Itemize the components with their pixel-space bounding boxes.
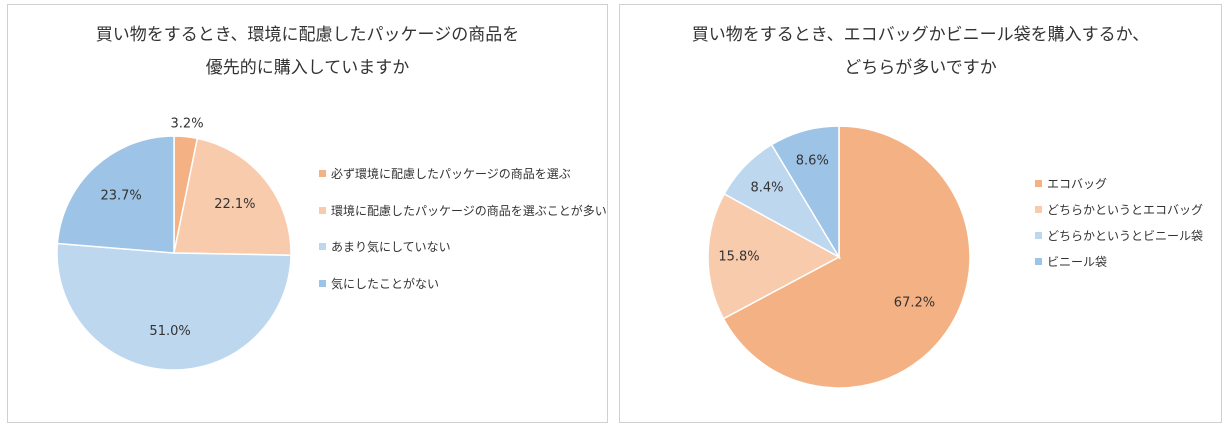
legend-swatch [1035,206,1042,213]
data-label-3: 8.6% [796,154,829,169]
legend-label: ビニール袋 [1047,255,1108,269]
legend-item-rather-ecobag: どちらかというとエコバッグ [1035,201,1203,227]
legend-label: 必ず環境に配慮したパッケージの商品を選ぶ [331,167,571,181]
chart-title-line-2: どちらが多いですか [844,58,997,78]
legend-label: 気にしたことがない [331,276,440,291]
legend-label: 環境に配慮したパッケージの商品を選ぶことが多い [331,203,607,218]
legend-swatch [319,279,326,287]
pie-slice-1 [173,137,292,256]
legend-item-never: 気にしたことがない [319,275,607,312]
legend-swatch [1035,180,1042,187]
pie-chart-ecobag-vs-plastic: 67.2% 15.8% 8.4% 8.6% [707,125,971,389]
chart-title: 買い物をするとき、エコバッグかビニール袋を購入するか、 どちらが多いですか [620,19,1221,85]
legend-item-plastic: ビニール袋 [1035,253,1203,279]
pie-chart-environment-packaging: 3.2% 22.1% 51.0% 23.7% [56,117,292,371]
chart-title-line-1: 買い物をするとき、環境に配慮したパッケージの商品を [95,25,520,45]
legend-label: どちらかというとエコバッグ [1047,203,1204,217]
legend-swatch [1035,232,1042,239]
legend: 必ず環境に配慮したパッケージの商品を選ぶ 環境に配慮したパッケージの商品を選ぶこ… [319,165,607,311]
legend-swatch [1035,258,1042,265]
legend-label: エコバッグ [1047,177,1108,191]
pie-slice-3 [770,125,840,260]
legend-swatch [319,243,326,250]
legend-swatch [319,170,326,177]
data-label-0: 67.2% [894,295,935,310]
legend-label: あまり気にしていない [331,240,451,254]
data-label-2: 8.4% [750,181,783,196]
chart-title: 買い物をするとき、環境に配慮したパッケージの商品を 優先的に購入していますか [8,19,607,85]
legend-item-always: 必ず環境に配慮したパッケージの商品を選ぶ [319,165,607,202]
data-label-3: 23.7% [100,189,141,204]
data-label-0: 3.2% [171,117,204,132]
legend-item-rather-plastic: どちらかというとビニール袋 [1035,227,1203,253]
legend-item-not-much: あまり気にしていない [319,238,607,275]
legend-label: どちらかというとビニール袋 [1047,229,1204,243]
pie-slice-3 [56,135,175,254]
legend-swatch [319,206,326,214]
legend-item-ecobag: エコバッグ [1035,175,1203,201]
legend: エコバッグ どちらかというとエコバッグ どちらかというとビニール袋 ビニール袋 [1035,175,1203,279]
pie-slice-2 [56,242,292,371]
data-label-2: 51.0% [149,324,190,339]
chart-title-line-2: 優先的に購入していますか [205,58,410,78]
legend-item-often: 環境に配慮したパッケージの商品を選ぶことが多い [319,202,607,239]
pie-slice-1 [707,192,841,320]
pie-slice-0 [722,125,971,389]
chart-panel-environment-packaging: 買い物をするとき、環境に配慮したパッケージの商品を 優先的に購入していますか 3… [7,4,608,423]
data-label-1: 15.8% [718,249,759,264]
chart-title-line-1: 買い物をするとき、エコバッグかビニール袋を購入するか、 [691,25,1150,45]
data-label-1: 22.1% [214,197,255,212]
chart-panel-ecobag-vs-plastic: 買い物をするとき、エコバッグかビニール袋を購入するか、 どちらが多いですか 67… [619,4,1222,423]
